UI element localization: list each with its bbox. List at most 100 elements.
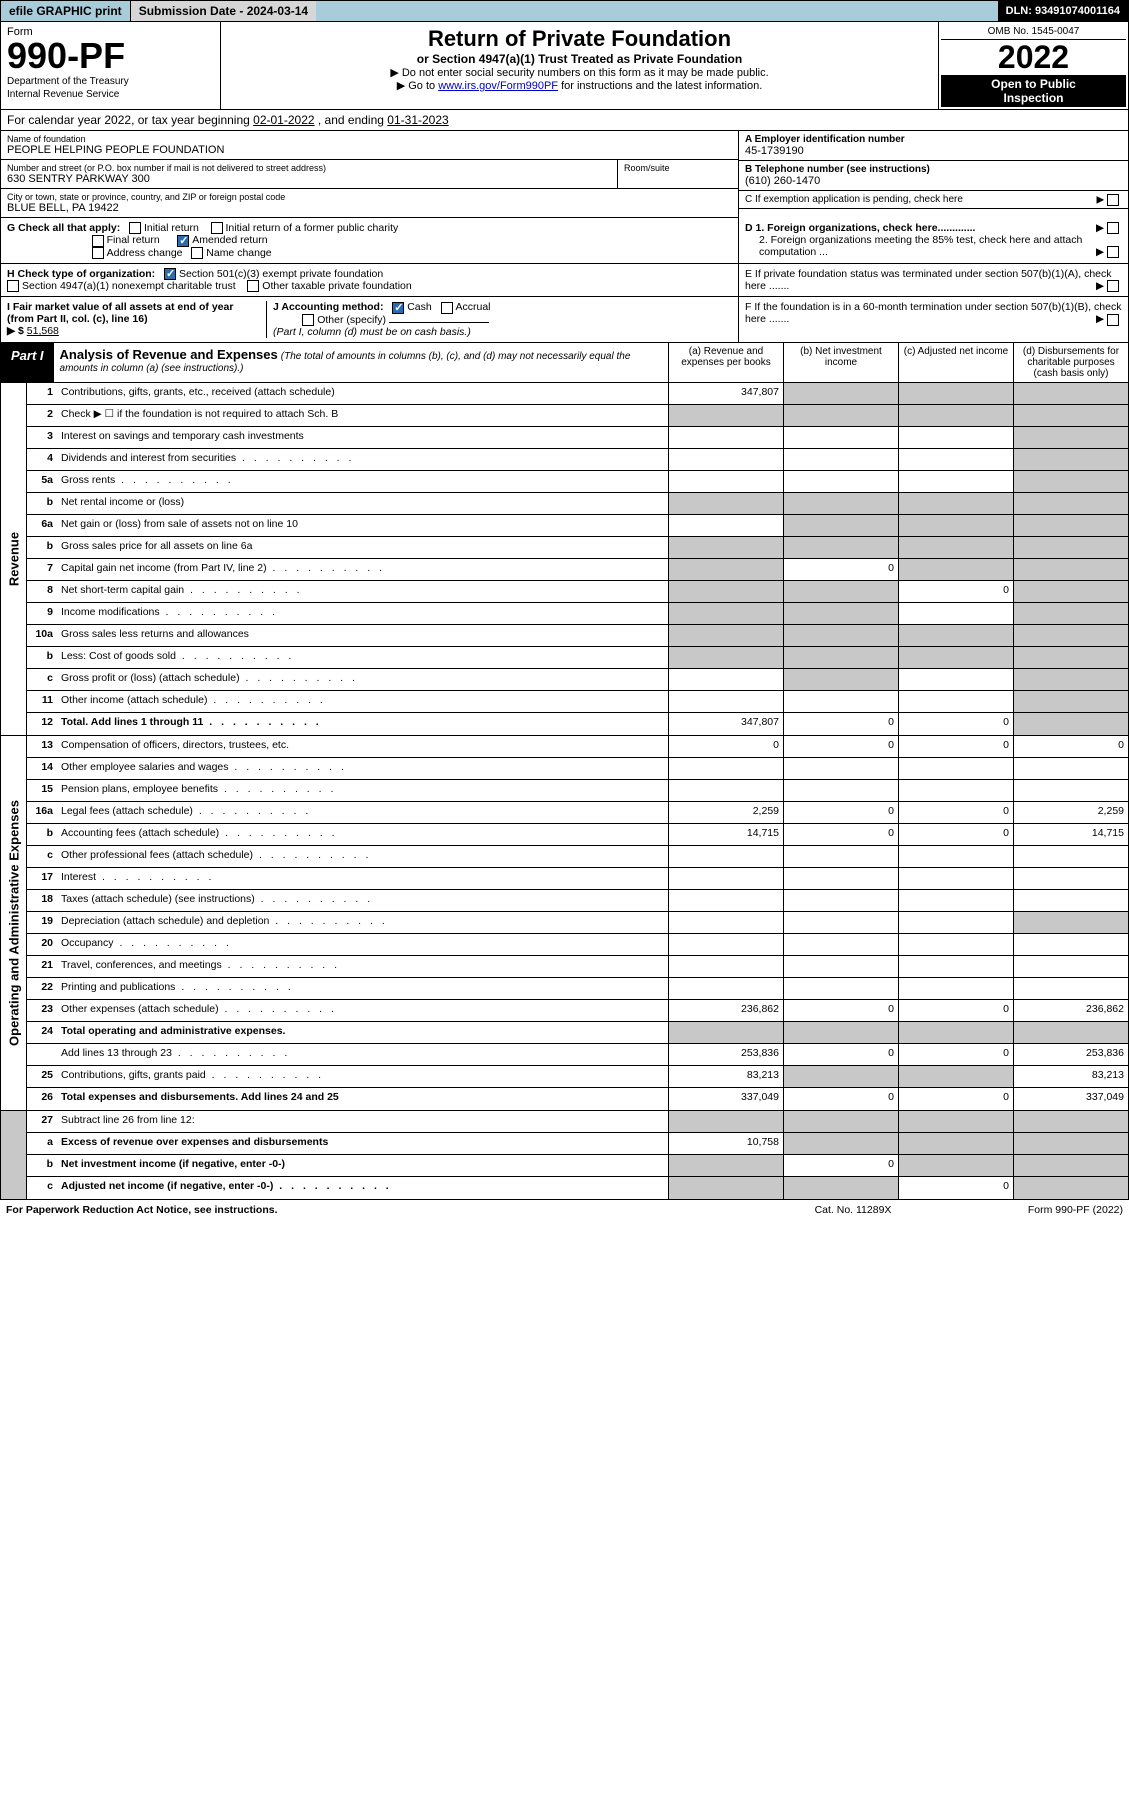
line-27: 27Subtract line 26 from line 12: [27,1111,1128,1133]
efile-print-button[interactable]: efile GRAPHIC print [1,1,131,21]
j-cash-check[interactable] [392,302,404,314]
l23-desc: Other expenses (attach schedule) [57,1000,668,1021]
room-cell: Room/suite [618,160,738,189]
h-4947: Section 4947(a)(1) nonexempt charitable … [22,280,236,292]
line-27a: aExcess of revenue over expenses and dis… [27,1133,1128,1155]
room-label: Room/suite [624,163,732,173]
line-24: 24Total operating and administrative exp… [27,1022,1128,1044]
header-mid: Return of Private Foundation or Section … [221,22,938,109]
col-d-header: (d) Disbursements for charitable purpose… [1013,343,1128,382]
l25-a: 83,213 [668,1066,783,1087]
line27-rows: 27Subtract line 26 from line 12: aExcess… [27,1111,1128,1199]
line-27b: bNet investment income (if negative, ent… [27,1155,1128,1177]
g-initial: Initial return [144,222,199,234]
dept-treasury: Department of the Treasury [7,76,214,87]
l9-desc: Income modifications [57,603,668,624]
line-1: 1Contributions, gifts, grants, etc., rec… [27,383,1128,405]
page-footer: For Paperwork Reduction Act Notice, see … [0,1200,1129,1220]
g-addr-check[interactable] [92,247,104,259]
l27-desc: Subtract line 26 from line 12: [57,1111,668,1132]
note-link: ▶ Go to www.irs.gov/Form990PF for instru… [227,79,932,92]
l16a-b: 0 [783,802,898,823]
l26-desc: Total expenses and disbursements. Add li… [57,1088,668,1110]
g-addr: Address change [107,247,183,259]
footer-left: For Paperwork Reduction Act Notice, see … [6,1204,763,1216]
expenses-label: Operating and Administrative Expenses [6,800,21,1046]
j-accrual-check[interactable] [441,302,453,314]
j-other-check[interactable] [302,314,314,326]
l12-a: 347,807 [668,713,783,735]
identity-left: Name of foundation PEOPLE HELPING PEOPLE… [1,131,738,218]
l23-d: 236,862 [1013,1000,1128,1021]
cal-end: 01-31-2023 [387,113,448,127]
g-section: G Check all that apply: Initial return I… [1,218,738,263]
h-4947-check[interactable] [7,280,19,292]
l5a-desc: Gross rents [57,471,668,492]
tel-cell: B Telephone number (see instructions) (6… [739,161,1128,191]
g-name-check[interactable] [191,247,203,259]
ij-f-row: I Fair market value of all assets at end… [0,297,1129,342]
calendar-year-row: For calendar year 2022, or tax year begi… [0,110,1129,131]
omb-number: OMB No. 1545-0047 [941,24,1126,40]
h-other: Other taxable private foundation [262,280,411,292]
e-section: E If private foundation status was termi… [738,264,1128,296]
l16b-desc: Accounting fees (attach schedule) [57,824,668,845]
l23-b: 0 [783,1000,898,1021]
l17-desc: Interest [57,868,668,889]
i-label: I Fair market value of all assets at end… [7,301,233,325]
d1-check[interactable] [1107,222,1119,234]
l16a-c: 0 [898,802,1013,823]
c-checkbox[interactable] [1107,194,1119,206]
h-501c3-check[interactable] [164,268,176,280]
line-5a: 5aGross rents [27,471,1128,493]
l26-c: 0 [898,1088,1013,1110]
g-d-row: G Check all that apply: Initial return I… [0,218,1129,264]
form-title: Return of Private Foundation [227,26,932,52]
l12-b: 0 [783,713,898,735]
j-label: J Accounting method: [273,301,383,313]
l6b-desc: Gross sales price for all assets on line… [57,537,668,558]
l27c-c: 0 [898,1177,1013,1199]
foundation-name: PEOPLE HELPING PEOPLE FOUNDATION [7,144,732,156]
l1-a: 347,807 [668,383,783,404]
l24-b: 0 [783,1044,898,1065]
l12-desc: Total. Add lines 1 through 11 [57,713,668,735]
d2-check[interactable] [1107,246,1119,258]
h-other-check[interactable] [247,280,259,292]
g-initial-check[interactable] [129,222,141,234]
f-section: F If the foundation is in a 60-month ter… [738,297,1128,341]
d-section: D 1. Foreign organizations, check here..… [738,218,1128,263]
note-ssn: ▶ Do not enter social security numbers o… [227,66,932,79]
l21-desc: Travel, conferences, and meetings [57,956,668,977]
j-cash: Cash [407,301,432,313]
l16b-a: 14,715 [668,824,783,845]
cal-mid: , and ending [318,113,387,127]
l20-desc: Occupancy [57,934,668,955]
form-number: 990-PF [7,38,214,74]
h-label: H Check type of organization: [7,268,155,280]
line-11: 11Other income (attach schedule) [27,691,1128,713]
l11-desc: Other income (attach schedule) [57,691,668,712]
irs-link[interactable]: www.irs.gov/Form990PF [438,80,558,92]
expenses-sidebar: Operating and Administrative Expenses [1,736,27,1110]
l27b-b: 0 [783,1155,898,1176]
g-final-check[interactable] [92,235,104,247]
g-name: Name change [206,247,271,259]
line-5b: bNet rental income or (loss) [27,493,1128,515]
l26-b: 0 [783,1088,898,1110]
l13-b: 0 [783,736,898,757]
g-amended-check[interactable] [177,235,189,247]
line-25: 25Contributions, gifts, grants paid83,21… [27,1066,1128,1088]
header-left: Form 990-PF Department of the Treasury I… [1,22,221,109]
col-c-header: (c) Adjusted net income [898,343,1013,382]
l7-desc: Capital gain net income (from Part IV, l… [57,559,668,580]
ein-value: 45-1739190 [745,145,1122,157]
open-line1: Open to Public [943,77,1124,91]
note2-post: for instructions and the latest informat… [558,80,762,92]
l16a-d: 2,259 [1013,802,1128,823]
l27c-desc: Adjusted net income (if negative, enter … [57,1177,668,1199]
e-check[interactable] [1107,280,1119,292]
f-check[interactable] [1107,314,1119,326]
g-initial-former-check[interactable] [211,222,223,234]
city-label: City or town, state or province, country… [7,192,732,202]
